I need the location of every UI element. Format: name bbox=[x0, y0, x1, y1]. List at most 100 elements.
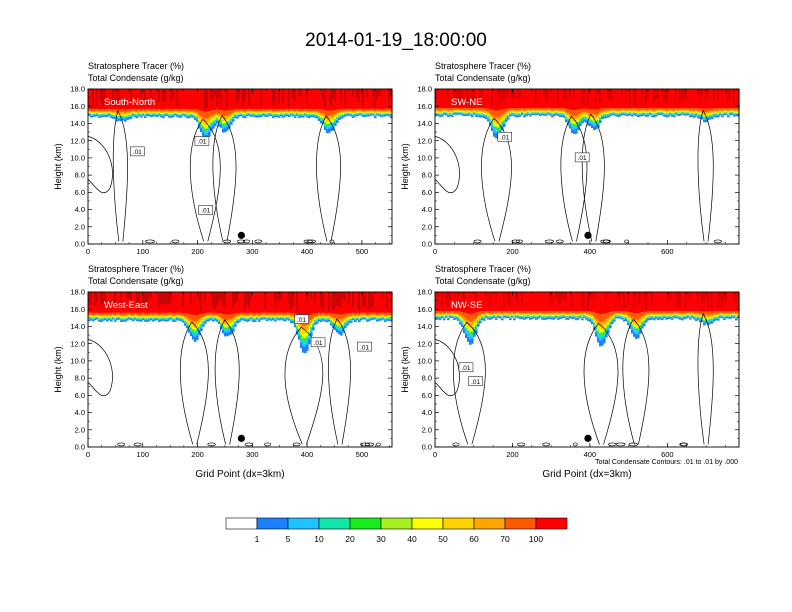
field-cell bbox=[266, 314, 269, 316]
field-cell bbox=[340, 112, 343, 114]
field-cell bbox=[198, 114, 201, 118]
x-tick-label: 300 bbox=[246, 247, 259, 256]
field-cell bbox=[246, 114, 249, 117]
field-cell bbox=[164, 319, 167, 322]
field-cell bbox=[102, 115, 105, 117]
field-cell bbox=[685, 112, 688, 114]
field-cell bbox=[128, 315, 131, 316]
field-cell bbox=[328, 89, 331, 111]
field-cell bbox=[489, 120, 492, 122]
field-cell bbox=[216, 320, 219, 322]
field-cell bbox=[124, 292, 127, 313]
field-cell bbox=[517, 114, 520, 115]
field-cell bbox=[328, 125, 331, 127]
field-cell bbox=[160, 111, 163, 113]
field-cell bbox=[114, 89, 117, 110]
field-cell bbox=[324, 117, 327, 120]
field-cell bbox=[114, 115, 117, 117]
field-cell bbox=[601, 114, 604, 115]
field-cell bbox=[621, 108, 624, 110]
field-cell bbox=[276, 89, 279, 110]
field-cell bbox=[228, 324, 231, 327]
field-cell bbox=[224, 330, 227, 333]
field-cell bbox=[727, 115, 730, 118]
field-cell bbox=[505, 115, 508, 117]
field-cell bbox=[368, 114, 371, 115]
field-cell bbox=[567, 89, 570, 110]
field-cell bbox=[166, 114, 169, 115]
field-cell bbox=[368, 110, 371, 112]
field-cell bbox=[617, 115, 620, 118]
field-cell bbox=[184, 112, 187, 114]
field-cell bbox=[651, 115, 654, 118]
field-cell bbox=[350, 115, 353, 117]
field-cell bbox=[551, 114, 554, 115]
field-cell bbox=[575, 89, 578, 111]
field-cell bbox=[609, 89, 611, 99]
field-cell bbox=[667, 112, 670, 114]
field-cell bbox=[116, 116, 119, 117]
field-cell bbox=[441, 114, 444, 116]
field-cell bbox=[238, 115, 241, 117]
field-cell bbox=[200, 323, 203, 325]
field-cell bbox=[296, 108, 299, 111]
field-cell bbox=[206, 316, 209, 318]
field-cell bbox=[178, 89, 181, 110]
field-cell bbox=[94, 114, 97, 116]
field-cell bbox=[717, 114, 720, 115]
field-cell bbox=[641, 113, 644, 115]
field-cell bbox=[294, 324, 297, 328]
field-cell bbox=[226, 120, 229, 122]
field-cell bbox=[352, 113, 355, 115]
field-cell bbox=[388, 108, 391, 111]
contour-blob bbox=[145, 239, 155, 244]
field-cell bbox=[683, 113, 686, 115]
field-cell bbox=[264, 114, 267, 115]
field-cell bbox=[220, 313, 223, 318]
field-cell bbox=[90, 314, 93, 316]
field-cell bbox=[487, 119, 490, 122]
field-cell bbox=[354, 111, 357, 113]
field-cell bbox=[140, 319, 143, 321]
field-cell bbox=[156, 314, 159, 316]
field-cell bbox=[150, 108, 153, 111]
field-cell bbox=[667, 115, 670, 118]
field-cell bbox=[244, 318, 247, 320]
field-cell bbox=[300, 112, 303, 113]
field-cell bbox=[274, 114, 277, 115]
field-cell bbox=[222, 128, 225, 133]
field-cell bbox=[106, 114, 109, 116]
field-cell bbox=[302, 340, 305, 343]
field-cell bbox=[455, 110, 458, 112]
field-cell bbox=[214, 123, 217, 127]
field-cell bbox=[346, 114, 349, 115]
field-cell bbox=[308, 116, 311, 119]
field-cell bbox=[284, 114, 287, 115]
field-cell bbox=[485, 115, 488, 117]
field-cell bbox=[210, 317, 213, 318]
field-cell bbox=[623, 89, 626, 109]
field-cell bbox=[725, 109, 728, 111]
field-cell bbox=[543, 113, 546, 114]
field-cell bbox=[126, 318, 129, 320]
field-cell bbox=[100, 89, 102, 103]
field-cell bbox=[178, 312, 181, 315]
field-cell bbox=[260, 112, 263, 114]
field-cell bbox=[529, 108, 532, 111]
field-cell bbox=[130, 116, 133, 117]
field-cell bbox=[166, 317, 169, 318]
field-cell bbox=[238, 313, 241, 316]
field-cell bbox=[204, 319, 207, 321]
field-cell bbox=[174, 292, 177, 313]
field-cell bbox=[226, 319, 229, 323]
field-cell bbox=[100, 316, 103, 318]
field-cell bbox=[627, 110, 630, 112]
field-cell bbox=[260, 318, 263, 320]
field-cell bbox=[599, 108, 602, 113]
field-cell bbox=[469, 111, 472, 113]
field-cell bbox=[370, 114, 373, 116]
field-cell bbox=[214, 116, 217, 118]
field-cell bbox=[505, 116, 508, 118]
field-cell bbox=[260, 317, 263, 319]
field-cell bbox=[178, 319, 181, 321]
